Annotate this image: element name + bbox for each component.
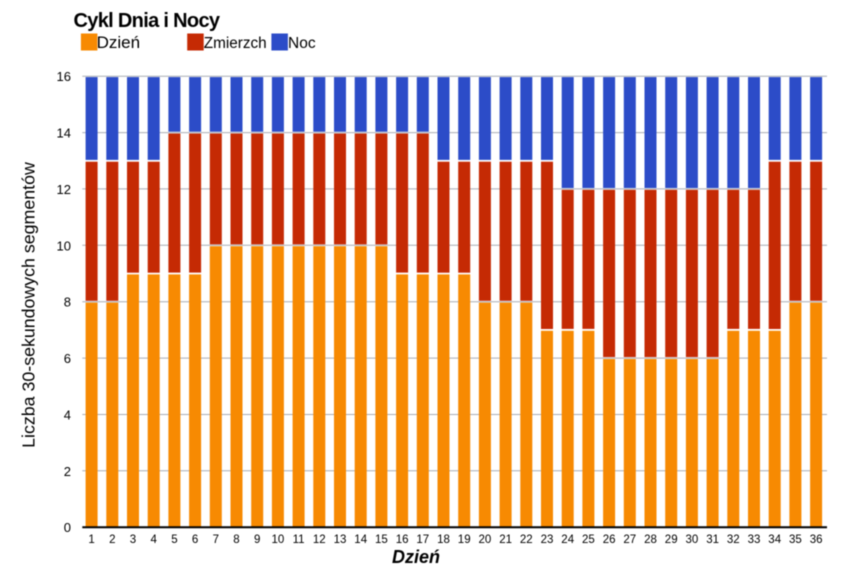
svg-text:8: 8 (233, 534, 239, 546)
svg-text:33: 33 (748, 534, 761, 546)
svg-text:0: 0 (64, 520, 71, 535)
svg-text:8: 8 (64, 295, 71, 310)
svg-text:2: 2 (64, 464, 71, 479)
svg-text:30: 30 (686, 534, 699, 546)
svg-text:20: 20 (479, 534, 492, 546)
svg-text:34: 34 (768, 534, 781, 546)
svg-text:Dzień: Dzień (392, 547, 440, 567)
svg-text:1: 1 (88, 534, 94, 546)
svg-text:24: 24 (561, 534, 574, 546)
svg-text:17: 17 (416, 534, 429, 546)
svg-text:Liczba 30-sekundowych segmentó: Liczba 30-sekundowych segmentów (19, 162, 39, 448)
svg-text:36: 36 (810, 534, 823, 546)
svg-text:16: 16 (396, 534, 409, 546)
svg-text:Dzień: Dzień (97, 33, 140, 52)
svg-text:26: 26 (603, 534, 616, 546)
svg-text:32: 32 (727, 534, 740, 546)
svg-text:14: 14 (57, 126, 71, 141)
svg-text:9: 9 (254, 534, 260, 546)
svg-text:4: 4 (64, 408, 71, 423)
svg-text:5: 5 (171, 534, 177, 546)
svg-text:18: 18 (437, 534, 450, 546)
svg-text:Noc: Noc (288, 35, 316, 52)
svg-text:12: 12 (57, 182, 71, 197)
svg-text:22: 22 (520, 534, 533, 546)
svg-text:3: 3 (130, 534, 136, 546)
svg-text:10: 10 (272, 534, 285, 546)
svg-text:12: 12 (313, 534, 326, 546)
svg-text:31: 31 (706, 534, 719, 546)
svg-text:4: 4 (150, 534, 157, 546)
svg-text:11: 11 (293, 534, 305, 546)
svg-text:27: 27 (623, 534, 636, 546)
svg-text:16: 16 (57, 69, 71, 84)
svg-text:28: 28 (644, 534, 657, 546)
svg-text:19: 19 (458, 534, 471, 546)
svg-text:6: 6 (64, 351, 71, 366)
svg-text:23: 23 (541, 534, 554, 546)
svg-text:14: 14 (354, 534, 367, 546)
svg-text:Zmierzch: Zmierzch (204, 35, 267, 52)
svg-text:29: 29 (665, 534, 678, 546)
svg-text:Cykl Dnia i Nocy: Cykl Dnia i Nocy (74, 10, 221, 32)
svg-text:10: 10 (57, 238, 71, 253)
svg-text:2: 2 (109, 534, 115, 546)
svg-text:13: 13 (334, 534, 347, 546)
svg-text:25: 25 (582, 534, 595, 546)
svg-text:21: 21 (499, 534, 512, 546)
svg-text:7: 7 (213, 534, 219, 546)
svg-text:6: 6 (192, 534, 198, 546)
svg-text:35: 35 (789, 534, 802, 546)
svg-text:15: 15 (375, 534, 388, 546)
